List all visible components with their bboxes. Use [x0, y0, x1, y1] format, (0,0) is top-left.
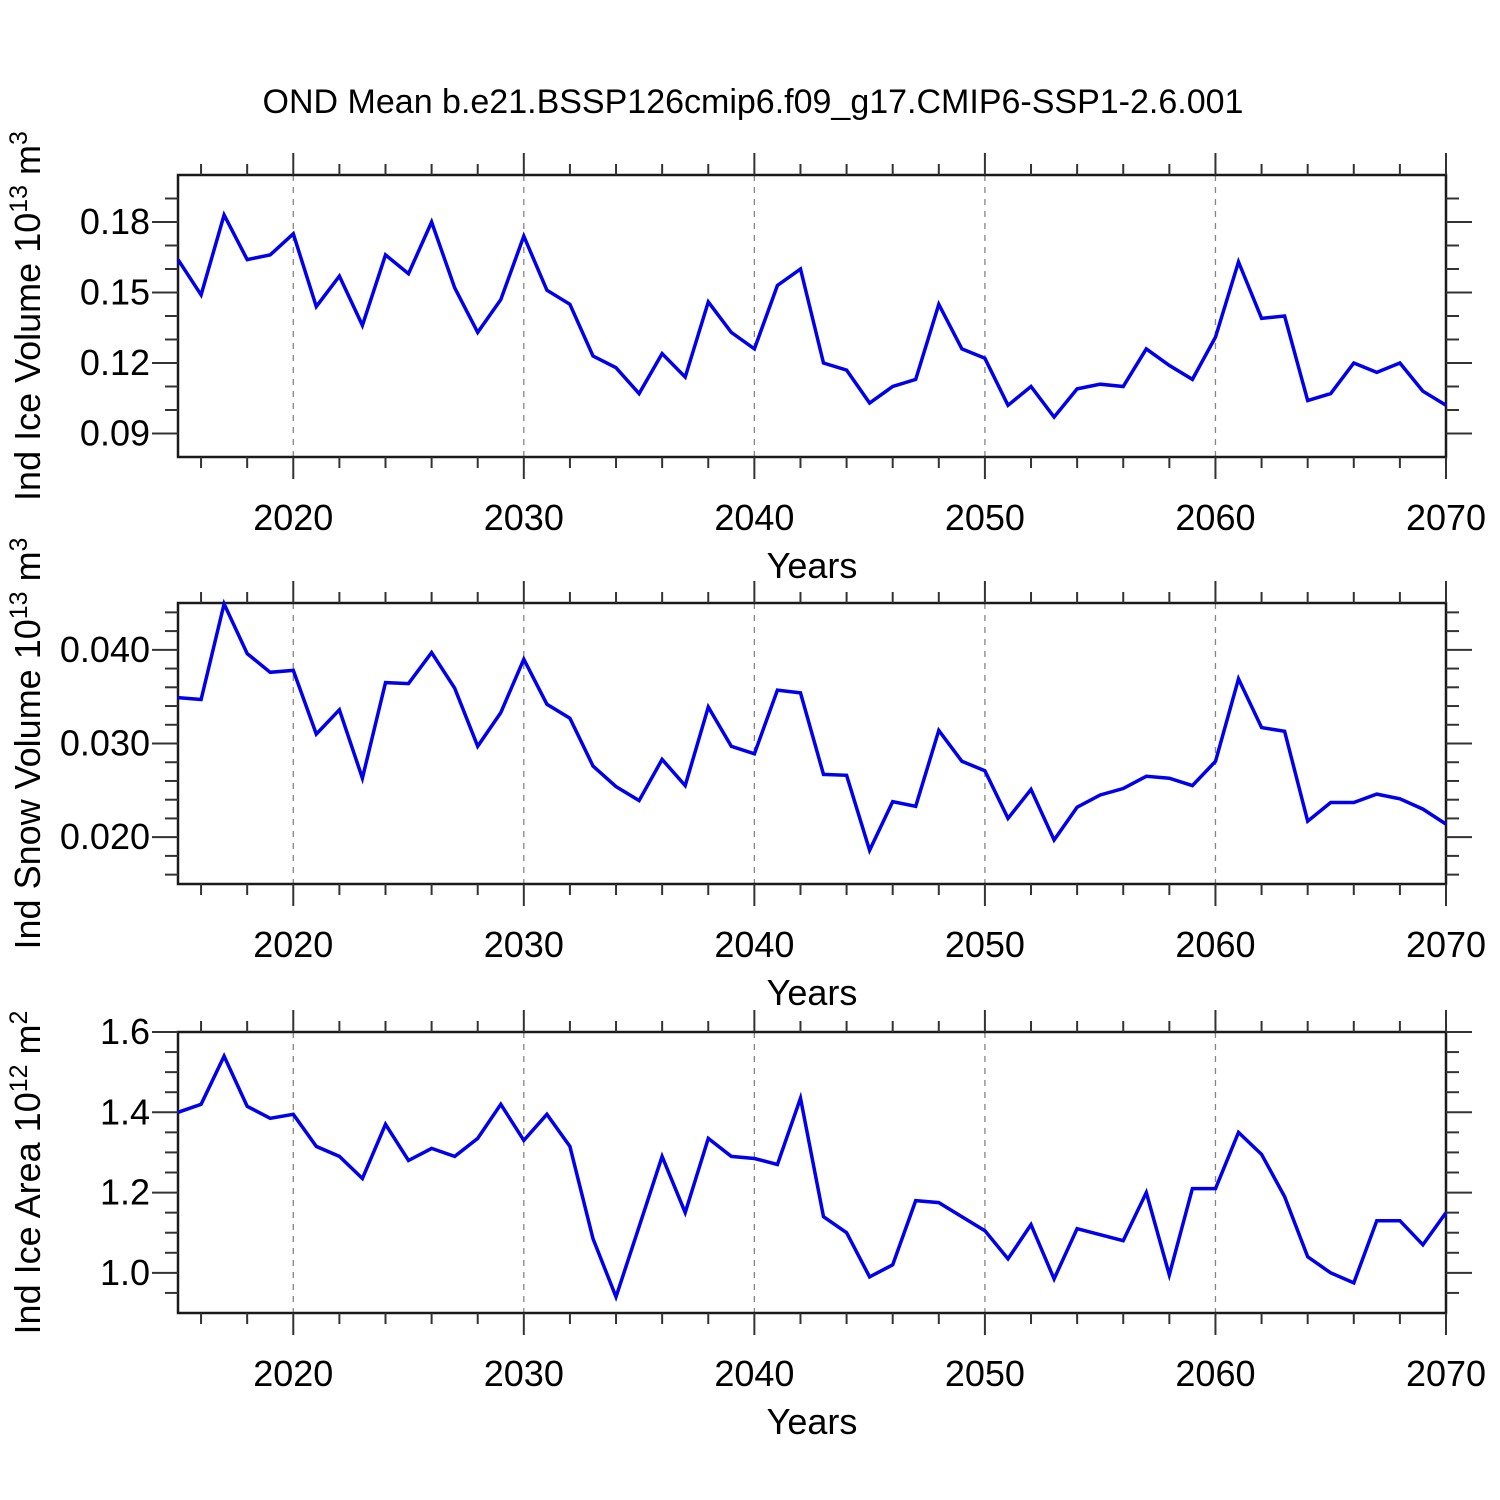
plot-frame [176, 1030, 1448, 1315]
x-tick-label: 2060 [1175, 497, 1255, 538]
x-tick-label: 2050 [945, 497, 1025, 538]
chart-ind-ice-area: 1.0 1.2 1.4 1.6 2020 2030 2040 2050 2060 2070 Year… [5, 1010, 1486, 1442]
y-tick-label: 0.020 [60, 816, 150, 857]
y-axis-title: Ind Ice Volume 1013 m3 [5, 131, 48, 501]
x-tick-label: 2040 [714, 497, 794, 538]
x-tick-label: 2060 [1175, 924, 1255, 965]
series-ind-snow-volume [177, 598, 1447, 856]
x-tick-label: 2020 [253, 497, 333, 538]
y-tick-label: 0.030 [60, 723, 150, 764]
x-axis-title: Years [767, 972, 858, 1013]
y-tick-label: 0.040 [60, 629, 150, 670]
x-tick-label: 2060 [1175, 1353, 1255, 1394]
x-tick-label: 2050 [945, 924, 1025, 965]
y-axis-title: Ind Ice Area 1012 m2 [5, 1011, 48, 1335]
y-tick-label: 0.18 [80, 201, 150, 242]
series-ind-ice-volume [176, 210, 1447, 420]
x-tick-label: 2040 [714, 1353, 794, 1394]
y-tick-label: 0.12 [80, 342, 150, 383]
chart-ind-ice-volume: 0.09 0.12 0.15 0.18 2020 2030 2040 2050 2060 2070… [5, 131, 1486, 586]
x-tick-label: 2020 [253, 924, 333, 965]
x-tick-label: 2020 [253, 1353, 333, 1394]
x-tick-label: 2030 [484, 497, 564, 538]
y-tick-label: 1.6 [100, 1011, 150, 1052]
page-title: OND Mean b.e21.BSSP126cmip6.f09_g17.CMIP… [263, 83, 1244, 121]
y-tick-label: 1.4 [100, 1091, 150, 1132]
y-tick-label: 1.2 [100, 1172, 150, 1213]
y-axis-title: Ind Snow Volume 1013 m3 [5, 538, 48, 950]
x-tick-label: 2030 [484, 1353, 564, 1394]
y-tick-label: 0.15 [80, 272, 150, 313]
y-tick-label: 1.0 [100, 1252, 150, 1293]
x-axis-title: Years [767, 545, 858, 586]
x-tick-label: 2070 [1406, 924, 1486, 965]
x-tick-label: 2050 [945, 1353, 1025, 1394]
y-tick-label: 0.09 [80, 413, 150, 454]
x-tick-label: 2040 [714, 924, 794, 965]
x-tick-label: 2070 [1406, 1353, 1486, 1394]
x-tick-label: 2070 [1406, 497, 1486, 538]
chart-ind-snow-volume: 0.020 0.030 0.040 2020 2030 2040 2050 2060 2070 Y… [5, 538, 1486, 1013]
x-axis-title: Years [767, 1401, 858, 1442]
x-tick-label: 2030 [484, 924, 564, 965]
series-ind-ice-area [177, 1051, 1448, 1303]
plot-frame [176, 601, 1448, 886]
